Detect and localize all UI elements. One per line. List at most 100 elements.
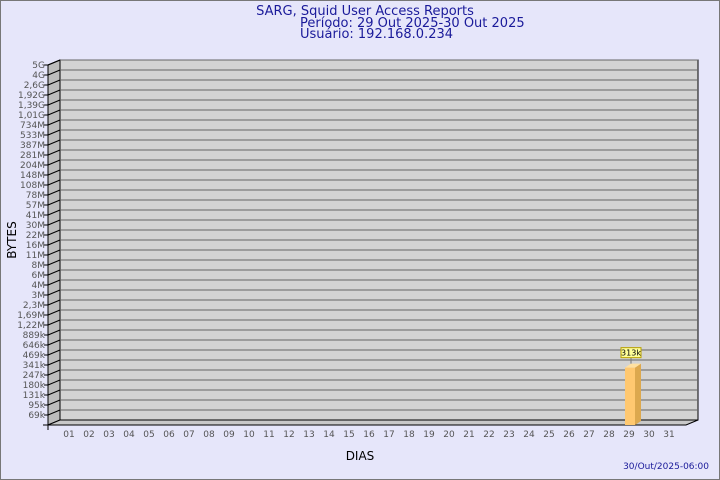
y-tick-label: 341k xyxy=(23,361,46,371)
y-tick-depth xyxy=(47,129,61,136)
y-tick-label: 22M xyxy=(26,231,45,241)
x-tick-label: 25 xyxy=(543,430,554,440)
x-tick-label: 17 xyxy=(383,430,394,440)
y-tick-depth xyxy=(47,119,61,126)
y-axis-label: BYTES xyxy=(5,221,19,258)
x-tick-label: 05 xyxy=(143,430,154,440)
bar-label-box xyxy=(620,347,642,359)
y-tick-depth xyxy=(47,109,61,116)
y-tick-depth xyxy=(47,189,61,196)
y-tick-label: 281M xyxy=(20,151,45,161)
plot-floor xyxy=(47,419,699,426)
y-tick-label: 30M xyxy=(26,221,45,231)
y-tick-depth xyxy=(47,79,61,86)
x-tick-label: 11 xyxy=(263,430,274,440)
x-tick-label: 02 xyxy=(83,430,94,440)
y-tick-depth xyxy=(47,219,61,226)
x-tick-label: 24 xyxy=(523,430,535,440)
y-tick-depth xyxy=(47,339,61,346)
y-tick-label: 148M xyxy=(20,171,45,181)
y-tick-label: 69k xyxy=(28,411,45,421)
y-tick-label: 6M xyxy=(32,271,46,281)
y-tick-label: 95k xyxy=(28,401,45,411)
x-tick-label: 23 xyxy=(503,430,514,440)
y-tick-depth xyxy=(47,369,61,376)
x-tick-label: 19 xyxy=(423,430,435,440)
y-tick-depth xyxy=(47,159,61,166)
x-tick-label: 15 xyxy=(343,430,354,440)
y-tick-label: 2,6G xyxy=(24,81,45,91)
y-tick-depth xyxy=(47,179,61,186)
x-tick-label: 06 xyxy=(163,430,175,440)
x-tick-label: 10 xyxy=(243,430,255,440)
y-tick-depth xyxy=(47,299,61,306)
y-tick-depth xyxy=(47,69,61,76)
y-tick-depth xyxy=(47,329,61,336)
y-tick-depth xyxy=(47,269,61,276)
x-tick-label: 07 xyxy=(183,430,194,440)
y-tick-depth xyxy=(47,399,61,406)
y-tick-depth xyxy=(47,149,61,156)
y-tick-depth xyxy=(47,59,61,66)
y-tick-label: 3M xyxy=(32,291,46,301)
y-tick-depth xyxy=(47,409,61,416)
x-tick-label: 27 xyxy=(583,430,594,440)
y-tick-label: 4M xyxy=(32,281,46,291)
bar-side xyxy=(635,363,641,425)
y-tick-label: 5G xyxy=(32,61,45,71)
y-tick-label: 734M xyxy=(20,121,45,131)
y-tick-label: 8M xyxy=(32,261,46,271)
x-tick-label: 21 xyxy=(463,430,474,440)
y-tick-label: 204M xyxy=(20,161,45,171)
y-tick-label: 889k xyxy=(23,331,46,341)
bar xyxy=(625,367,635,425)
bar-value-label: 313k xyxy=(621,349,641,358)
x-tick-label: 30 xyxy=(643,430,655,440)
chart-period: Período: 29 Out 2025-30 Out 2025 xyxy=(300,16,525,31)
y-tick-label: 1,01G xyxy=(18,111,45,121)
y-tick-depth xyxy=(47,309,61,316)
y-tick-depth xyxy=(47,169,61,176)
y-tick-depth xyxy=(47,249,61,256)
x-tick-label: 14 xyxy=(323,430,335,440)
y-tick-depth xyxy=(47,139,61,146)
x-tick-label: 13 xyxy=(303,430,314,440)
x-tick-label: 04 xyxy=(123,430,135,440)
y-tick-label: 41M xyxy=(26,211,45,221)
x-tick-label: 09 xyxy=(223,430,235,440)
y-tick-label: 4G xyxy=(32,71,45,81)
y-tick-label: 646k xyxy=(23,341,46,351)
y-tick-label: 2,3M xyxy=(23,301,45,311)
x-tick-label: 01 xyxy=(63,430,74,440)
y-tick-label: 1,39G xyxy=(18,101,45,111)
y-tick-label: 108M xyxy=(20,181,45,191)
bar-top xyxy=(625,363,641,368)
y-tick-label: 469k xyxy=(23,351,46,361)
y-tick-label: 387M xyxy=(20,141,45,151)
chart-user: Usuário: 192.168.0.234 xyxy=(300,27,453,42)
y-tick-label: 16M xyxy=(26,241,45,251)
y-tick-label: 1,69M xyxy=(17,311,45,321)
y-tick-label: 1,22M xyxy=(17,321,45,331)
y-tick-depth xyxy=(47,289,61,296)
x-tick-label: 18 xyxy=(403,430,415,440)
x-tick-label: 29 xyxy=(623,430,635,440)
x-tick-label: 31 xyxy=(663,430,674,440)
x-tick-label: 12 xyxy=(283,430,294,440)
y-tick-depth xyxy=(47,229,61,236)
y-tick-label: 533M xyxy=(20,131,45,141)
x-tick-label: 08 xyxy=(203,430,215,440)
timestamp: 30/Out/2025-06:00 xyxy=(623,462,709,472)
y-tick-label: 1,92G xyxy=(18,91,45,101)
y-tick-depth xyxy=(47,389,61,396)
y-tick-depth xyxy=(47,279,61,286)
y-tick-depth xyxy=(47,199,61,206)
y-tick-depth xyxy=(47,359,61,366)
x-tick-label: 20 xyxy=(443,430,455,440)
y-tick-depth xyxy=(47,259,61,266)
y-tick-label: 131k xyxy=(23,391,46,401)
y-tick-depth xyxy=(47,209,61,216)
y-tick-depth xyxy=(47,89,61,96)
y-tick-depth xyxy=(47,379,61,386)
